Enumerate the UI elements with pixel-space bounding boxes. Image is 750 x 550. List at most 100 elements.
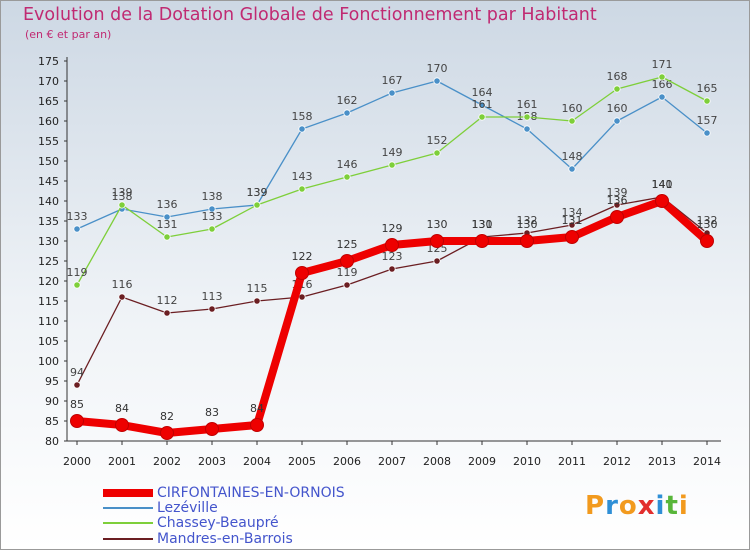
data-point (340, 254, 354, 268)
data-label: 94 (70, 366, 84, 379)
data-point (655, 194, 669, 208)
data-label: 138 (202, 190, 223, 203)
legend-swatch (103, 538, 153, 540)
data-point (298, 293, 306, 301)
data-point (613, 117, 621, 125)
data-point (523, 113, 531, 121)
data-label: 164 (472, 86, 493, 99)
data-point (703, 129, 711, 137)
data-point (115, 418, 129, 432)
y-tick-label: 80 (45, 435, 59, 448)
y-tick-label: 160 (38, 115, 59, 128)
data-point (478, 113, 486, 121)
data-point (163, 233, 171, 241)
data-label: 140 (652, 178, 673, 191)
data-point (208, 225, 216, 233)
data-label: 136 (157, 198, 178, 211)
x-tick-label: 2006 (333, 455, 361, 468)
y-tick-label: 140 (38, 195, 59, 208)
data-point (118, 293, 126, 301)
y-tick-label: 105 (38, 335, 59, 348)
y-tick-label: 135 (38, 215, 59, 228)
legend-item: Lezéville (103, 500, 218, 516)
data-point (388, 265, 396, 273)
legend-label: Mandres-en-Barrois (157, 531, 293, 547)
legend-item: Mandres-en-Barrois (103, 531, 293, 547)
x-tick-label: 2010 (513, 455, 541, 468)
data-point (385, 238, 399, 252)
data-point (253, 201, 261, 209)
y-tick-label: 115 (38, 295, 59, 308)
y-tick-label: 145 (38, 175, 59, 188)
x-tick-label: 2002 (153, 455, 181, 468)
legend-item: CIRFONTAINES-EN-ORNOIS (103, 485, 345, 501)
data-point (613, 85, 621, 93)
data-point (343, 109, 351, 117)
data-label: 116 (112, 278, 133, 291)
data-label: 139 (247, 186, 268, 199)
data-point (298, 185, 306, 193)
data-label: 134 (562, 206, 583, 219)
data-point (73, 225, 81, 233)
data-label: 131 (157, 218, 178, 231)
data-label: 165 (697, 82, 718, 95)
data-point (73, 381, 81, 389)
data-point (295, 266, 309, 280)
data-label: 113 (202, 290, 223, 303)
data-point (253, 297, 261, 305)
data-label: 170 (427, 62, 448, 75)
data-point (433, 77, 441, 85)
data-point (700, 234, 714, 248)
data-point (208, 305, 216, 313)
data-point (163, 213, 171, 221)
y-tick-label: 120 (38, 275, 59, 288)
data-point (163, 309, 171, 317)
data-label: 152 (427, 134, 448, 147)
data-label: 129 (382, 222, 403, 235)
data-label: 130 (697, 218, 718, 231)
data-label: 130 (472, 218, 493, 231)
data-label: 136 (607, 194, 628, 207)
data-label: 132 (697, 214, 718, 227)
x-tick-label: 2009 (468, 455, 496, 468)
data-label: 168 (607, 70, 628, 83)
data-point (475, 234, 489, 248)
data-label: 131 (472, 218, 493, 231)
data-point (388, 89, 396, 97)
x-tick-label: 2011 (558, 455, 586, 468)
data-point (520, 234, 534, 248)
logo-letter: i (655, 491, 666, 521)
logo-letter: i (678, 491, 689, 521)
data-label: 146 (337, 158, 358, 171)
data-label: 161 (472, 98, 493, 111)
data-label: 130 (517, 218, 538, 231)
data-point (478, 101, 486, 109)
x-tick-label: 2001 (108, 455, 136, 468)
data-label: 131 (562, 214, 583, 227)
data-label: 123 (382, 250, 403, 263)
data-label: 130 (427, 218, 448, 231)
data-point (160, 426, 174, 440)
data-point (565, 230, 579, 244)
x-tick-label: 2008 (423, 455, 451, 468)
y-tick-label: 165 (38, 95, 59, 108)
data-point (70, 414, 84, 428)
data-label: 149 (382, 146, 403, 159)
data-label: 119 (67, 266, 88, 279)
y-tick-label: 155 (38, 135, 59, 148)
data-label: 138 (112, 190, 133, 203)
y-tick-label: 125 (38, 255, 59, 268)
y-tick-label: 130 (38, 235, 59, 248)
y-tick-label: 150 (38, 155, 59, 168)
data-point (658, 93, 666, 101)
data-point (388, 161, 396, 169)
data-point (208, 205, 216, 213)
data-label: 125 (337, 238, 358, 251)
data-label: 83 (205, 406, 219, 419)
data-point (118, 201, 126, 209)
data-point (205, 422, 219, 436)
data-point (568, 221, 576, 229)
data-label: 115 (247, 282, 268, 295)
chart-title: Evolution de la Dotation Globale de Fonc… (23, 5, 597, 25)
